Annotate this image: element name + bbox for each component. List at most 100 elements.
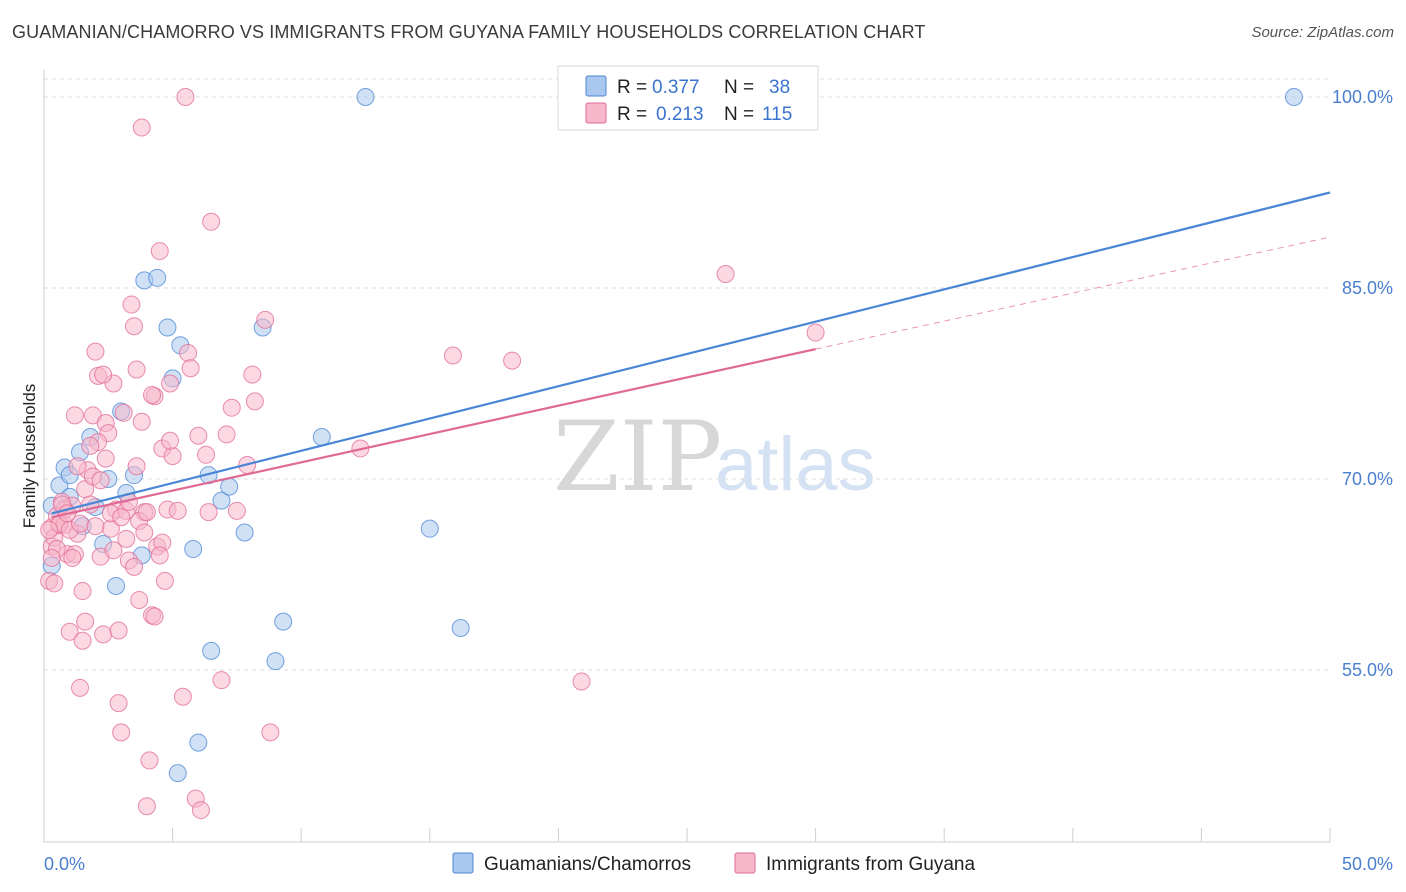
scatter-point-guyana <box>191 801 210 820</box>
scatter-point-guyana <box>161 374 180 393</box>
scatter-point-guyana <box>76 612 95 631</box>
scatter-point-guyana <box>145 607 164 626</box>
scatter-point-guyana <box>716 264 735 283</box>
scatter-point-guyana <box>256 310 275 329</box>
scatter-point-guyana <box>132 412 151 431</box>
scatter-point-guamanian <box>168 764 187 783</box>
scatter-point-guyana <box>114 403 133 422</box>
scatter-point-guyana <box>261 723 280 742</box>
scatter-point-guyana <box>109 621 128 640</box>
scatter-point-guyana <box>161 431 180 450</box>
scatter-point-guyana <box>65 406 84 425</box>
scatter-point-guamanian <box>420 519 439 538</box>
y-tick-label: 85.0% <box>1342 278 1393 298</box>
scatter-point-guamanian <box>1284 88 1303 106</box>
scatter-point-guyana <box>443 346 462 365</box>
scatter-point-guamanian <box>266 652 285 671</box>
scatter-point-guyana <box>189 426 208 445</box>
legend-top-n-label-0: N = <box>724 77 754 98</box>
legend-top-r-label-0: R = <box>617 77 647 98</box>
scatter-point-guamanian <box>220 477 239 496</box>
scatter-point-guamanian <box>312 427 331 446</box>
scatter-point-guyana <box>112 723 131 742</box>
scatter-point-guamanian <box>212 491 231 510</box>
points-layer <box>40 88 1303 820</box>
trend-line-guyana <box>51 348 816 519</box>
legend-top-r-label-1: R = <box>617 104 647 125</box>
scatter-point-guamanian <box>107 576 126 595</box>
scatter-point-guyana <box>179 343 198 362</box>
scatter-point-guamanian <box>202 641 221 660</box>
legend-top-n-label-1: N = <box>724 104 754 125</box>
scatter-point-guyana <box>73 582 92 601</box>
scatter-point-guyana <box>63 548 82 567</box>
chart-source: Source: ZipAtlas.com <box>1251 24 1394 41</box>
scatter-point-guamanian <box>184 540 203 559</box>
y-axis-label: Family Households <box>20 384 39 529</box>
watermark: ZIP atlas <box>553 401 876 513</box>
scatter-point-guamanian <box>274 612 293 631</box>
legend-bottom-swatch-guamanian <box>452 852 474 874</box>
scatter-point-guyana <box>132 118 151 137</box>
scatter-point-guyana <box>168 501 187 520</box>
axes-layer: 55.0% 70.0% 85.0% 100.0% 0.0% 50.0% <box>43 70 1393 874</box>
x-tick-label: 50.0% <box>1342 854 1393 874</box>
scatter-point-guyana <box>163 447 182 466</box>
scatter-point-guyana <box>173 687 192 706</box>
scatter-point-guyana <box>40 520 59 539</box>
scatter-point-guyana <box>86 342 105 361</box>
scatter-point-guamanian <box>451 618 470 637</box>
y-tick-label: 70.0% <box>1342 469 1393 489</box>
grid-layer <box>44 78 1330 671</box>
scatter-point-guyana <box>150 546 169 565</box>
scatter-point-guyana <box>137 797 156 816</box>
legend-top-n-value-0: 38 <box>769 77 790 98</box>
scatter-point-guyana <box>122 295 141 314</box>
scatter-point-guyana <box>94 625 113 644</box>
scatter-point-guyana <box>227 501 246 520</box>
scatter-point-guyana <box>81 436 100 455</box>
scatter-point-guamanian <box>356 88 375 106</box>
watermark-zip: ZIP <box>553 401 722 513</box>
legend-top-swatch-guyana <box>585 102 607 124</box>
scatter-point-guyana <box>42 548 61 567</box>
scatter-point-guyana <box>176 88 195 106</box>
scatter-point-guyana <box>127 360 146 379</box>
legend-bottom-label-guamanian: Guamanians/Chamorros <box>484 854 691 875</box>
scatter-point-guyana <box>137 503 156 522</box>
watermark-atlas: atlas <box>715 422 876 507</box>
scatter-point-guyana <box>104 541 123 560</box>
scatter-point-guyana <box>155 571 174 590</box>
legend-top-r-value-0: 0.377 <box>652 77 700 98</box>
scatter-point-guyana <box>181 359 200 378</box>
scatter-point-guyana <box>112 508 131 527</box>
legend-top-n-value-1: 115 <box>762 104 792 125</box>
scatter-point-guamanian <box>189 733 208 752</box>
scatter-point-guyana <box>243 365 262 384</box>
scatter-point-guyana <box>68 457 87 476</box>
scatter-point-guyana <box>135 523 154 542</box>
scatter-point-guyana <box>127 457 146 476</box>
legend-bottom-label-guyana: Immigrants from Guyana <box>766 854 975 875</box>
scatter-point-guamanian <box>148 268 167 287</box>
scatter-point-guyana <box>140 751 159 770</box>
legend-top-swatch-guamanian <box>585 75 607 97</box>
scatter-point-guyana <box>212 671 231 690</box>
chart-title: GUAMANIAN/CHAMORRO VS IMMIGRANTS FROM GU… <box>12 22 926 42</box>
scatter-point-guyana <box>109 694 128 713</box>
scatter-point-guyana <box>572 672 591 691</box>
scatter-point-guyana <box>143 385 162 404</box>
scatter-point-guyana <box>217 425 236 444</box>
trend-line-guamanian <box>51 191 1331 515</box>
trend-extension-guyana <box>815 236 1331 350</box>
scatter-point-guamanian <box>158 318 177 337</box>
x-tick-label: 0.0% <box>44 854 85 874</box>
legend-bottom-swatch-guyana <box>734 852 756 874</box>
scatter-point-guyana <box>73 631 92 650</box>
scatter-point-guyana <box>222 398 241 417</box>
scatter-point-guyana <box>94 365 113 384</box>
y-tick-label: 100.0% <box>1332 87 1393 107</box>
legend-top-r-value-1: 0.213 <box>656 104 704 125</box>
scatter-point-guyana <box>199 503 218 522</box>
